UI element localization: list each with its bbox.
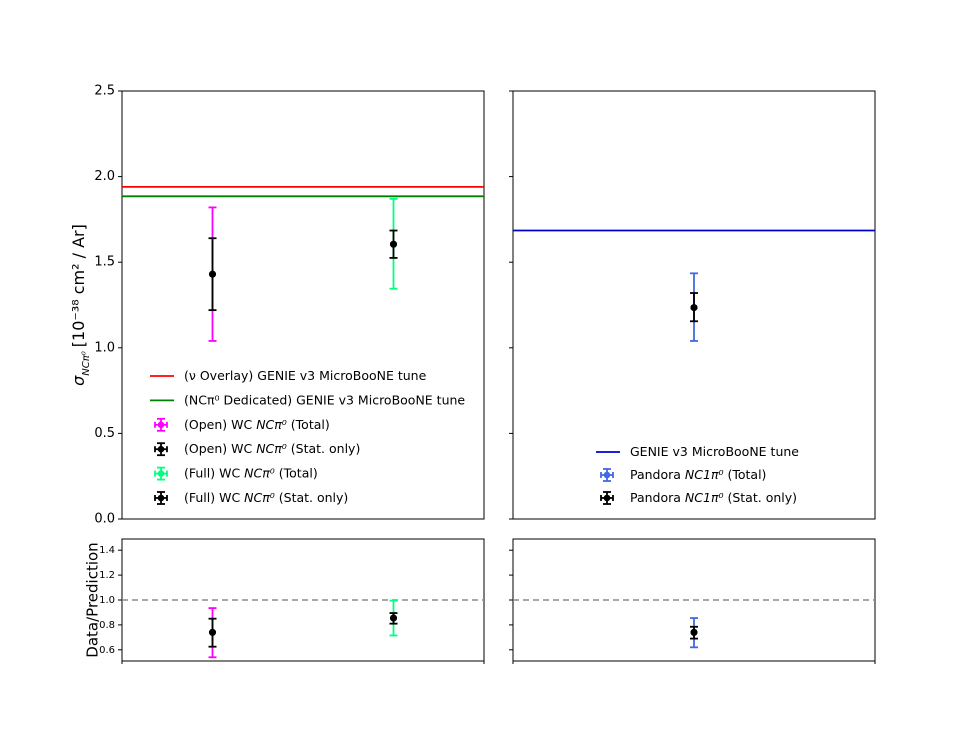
legend-label: Pandora NC1π⁰ (Stat. only)	[630, 490, 797, 505]
ratio-y-axis-label: Data/Prediction	[84, 542, 102, 657]
y-tick-label: 0.0	[94, 512, 115, 527]
y-axis-label-symbol: σ	[69, 375, 88, 386]
axes-frame-main-right	[512, 90, 876, 520]
legend-marker	[157, 445, 165, 453]
legend-label: (NCπ⁰ Dedicated) GENIE v3 MicroBooNE tun…	[184, 392, 465, 407]
legend-label: (Open) WC NCπ⁰ (Stat. only)	[184, 441, 360, 456]
legend-main-left: (ν Overlay) GENIE v3 MicroBooNE tune (NCπ…	[150, 368, 465, 505]
y-tick-label: 0.6	[99, 645, 115, 656]
y-tick-label: 1.5	[94, 255, 115, 270]
legend-label: (Full) WC NCπ⁰ (Stat. only)	[184, 490, 348, 505]
legend-label: (ν Overlay) GENIE v3 MicroBooNE tune	[184, 368, 427, 383]
data-point	[690, 628, 698, 636]
legend-main-right: GENIE v3 MicroBooNE tune Pandora NC1π⁰ (T…	[596, 444, 799, 505]
legend-label: GENIE v3 MicroBooNE tune	[630, 444, 799, 459]
legend-label: (Open) WC NCπ⁰ (Total)	[184, 416, 330, 431]
legend-marker	[157, 494, 165, 502]
panel-main-left: 0.0 0.5 1.0 1.5 2.0 2.5 σNCπ⁰ [10⁻³⁸ cm² / Ar] (…	[69, 84, 485, 527]
legend-label: Pandora NC1π⁰ (Total)	[630, 467, 766, 482]
legend-marker	[603, 494, 611, 502]
legend-label: (Full) WC NCπ⁰ (Total)	[184, 465, 318, 480]
axes-frame-main-left	[121, 90, 485, 520]
data-point	[390, 240, 397, 248]
legend-marker	[157, 470, 165, 477]
data-point	[209, 628, 216, 636]
y-tick-label: 2.0	[94, 169, 115, 184]
y-axis-label: σNCπ⁰ [10⁻³⁸ cm² / Ar]	[69, 224, 92, 386]
y-tick-label: 2.5	[94, 84, 115, 99]
data-point	[690, 304, 698, 312]
y-axis-label-subscript: NCπ⁰	[81, 351, 92, 376]
y-tick-label: 0.8	[99, 620, 115, 631]
panel-ratio-right	[509, 538, 876, 662]
data-point	[390, 614, 397, 622]
y-tick-label: 1.0	[99, 595, 115, 606]
y-tick-label: 1.0	[94, 340, 115, 355]
legend-marker	[157, 421, 165, 429]
legend-marker	[603, 471, 611, 479]
y-tick-label: 0.5	[94, 426, 115, 441]
y-tick-label: 1.2	[99, 570, 115, 581]
y-tick-label: 1.4	[99, 545, 115, 556]
data-point	[209, 270, 216, 278]
y-axis-label-units: [10⁻³⁸ cm² / Ar]	[69, 224, 88, 347]
panel-main-right: GENIE v3 MicroBooNE tune Pandora NC1π⁰ (T…	[509, 90, 876, 520]
